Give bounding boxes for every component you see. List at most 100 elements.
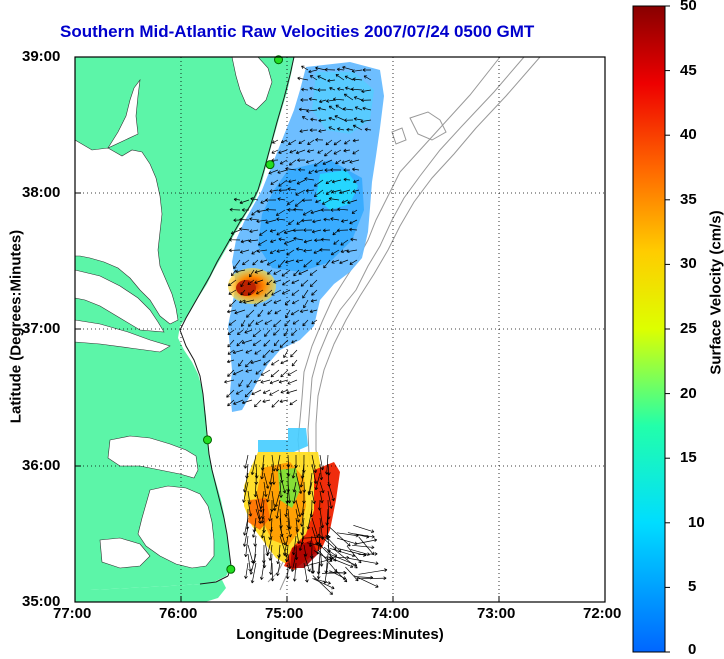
velocity-arrow — [263, 339, 271, 347]
velocity-arrow — [360, 119, 372, 124]
velocity-arrow — [290, 553, 297, 572]
velocity-arrow — [227, 399, 235, 407]
x-axis-label: Longitude (Degrees:Minutes) — [236, 626, 444, 643]
velocity-arrow — [291, 359, 298, 367]
velocity-arrow — [263, 359, 271, 366]
velocity-arrow — [293, 269, 300, 277]
velocity-arrow — [281, 269, 291, 277]
velocity-arrow — [280, 369, 289, 378]
velocity-arrow — [257, 209, 268, 214]
velocity-arrow — [244, 535, 249, 558]
velocity-arrow — [303, 248, 313, 253]
velocity-arrow — [334, 115, 345, 121]
velocity-arrow — [305, 188, 315, 193]
velocity-arrow — [270, 349, 280, 353]
velocity-arrow — [250, 197, 259, 201]
velocity-arrow — [299, 309, 309, 314]
velocity-arrow — [350, 549, 370, 556]
velocity-arrow — [292, 562, 297, 582]
velocity-arrow — [224, 379, 235, 384]
velocity-arrow — [269, 229, 277, 233]
grid-lines — [75, 57, 605, 602]
velocity-arrow — [349, 219, 358, 225]
y-tick-label: 37:00 — [22, 320, 61, 337]
velocity-arrow — [236, 329, 244, 336]
velocity-arrow — [303, 562, 309, 583]
velocity-arrow — [331, 179, 342, 184]
velocity-arrow — [292, 481, 297, 493]
velocity-arrow — [236, 339, 244, 347]
velocity-arrow — [262, 389, 271, 394]
velocity-arrow — [350, 237, 358, 242]
velocity-arrow — [344, 118, 354, 123]
velocity-arrow — [275, 499, 281, 519]
velocity-arrow — [240, 319, 246, 327]
velocity-arrow — [280, 139, 288, 144]
velocity-arrow — [233, 259, 241, 270]
velocity-arrow — [362, 106, 372, 111]
colorbar-ticks — [665, 5, 670, 653]
velocity-arrow — [304, 177, 315, 181]
radar-station-marker — [274, 55, 284, 65]
velocity-arrow — [256, 219, 268, 224]
velocity-arrow — [226, 389, 235, 398]
velocity-arrow — [328, 556, 354, 568]
velocity-arrow — [340, 249, 349, 254]
velocity-arrow — [296, 247, 304, 251]
velocity-arrow — [290, 349, 298, 358]
velocity-arrow — [303, 259, 313, 268]
velocity-arrow — [266, 481, 273, 503]
delaware-bay — [231, 56, 273, 111]
velocity-arrow — [313, 249, 322, 254]
velocity-arrow — [273, 279, 282, 284]
velocity-arrow — [311, 454, 318, 474]
velocity-arrow — [279, 159, 288, 165]
velocity-arrow — [352, 167, 360, 172]
velocity-arrow — [327, 78, 336, 83]
velocity-arrow — [301, 87, 309, 92]
velocity-arrow — [248, 319, 255, 327]
velocity-arrow — [254, 349, 262, 355]
velocity-arrow — [282, 535, 289, 556]
velocity-arrow — [266, 535, 273, 555]
velocity-arrow — [270, 369, 280, 378]
velocity-arrow — [265, 207, 277, 212]
velocity-arrow — [284, 299, 291, 306]
velocity-arrow — [263, 481, 268, 497]
velocity-arrow — [249, 553, 257, 575]
velocity-arrow — [328, 197, 340, 201]
velocity-arrow — [325, 99, 336, 103]
velocity-arrow — [308, 69, 318, 74]
velocity-arrow — [281, 289, 291, 295]
velocity-arrow — [234, 309, 246, 315]
velocity-arrow — [302, 289, 309, 299]
velocity-arrow — [273, 319, 282, 328]
velocity-arrow — [314, 238, 322, 243]
velocity-arrow — [320, 237, 331, 242]
velocity-arrow — [228, 319, 237, 326]
velocity-arrow — [287, 379, 298, 385]
velocity-arrow — [251, 249, 259, 255]
velocity-arrow — [262, 349, 271, 358]
velocity-arrow — [333, 149, 342, 155]
velocity-arrow — [318, 118, 327, 123]
velocity-arrow — [308, 97, 318, 101]
x-tick-label: 74:00 — [371, 605, 410, 622]
velocity-arrow — [325, 139, 333, 146]
velocity-arrow — [339, 259, 349, 265]
velocity-arrow — [322, 228, 331, 233]
velocity-arrow — [283, 229, 295, 234]
velocity-arrow — [244, 389, 253, 398]
velocity-arrow — [278, 188, 288, 193]
velocity-arrow — [280, 389, 289, 394]
x-tick-label: 75:00 — [265, 605, 304, 622]
radar-station-marker — [226, 564, 236, 574]
coastline — [179, 56, 295, 585]
velocity-arrow — [247, 289, 255, 296]
velocity-arrow — [333, 139, 342, 146]
velocity-arrow — [303, 239, 313, 244]
velocity-arrow — [255, 490, 263, 513]
velocity-arrow — [278, 179, 288, 187]
velocity-arrow — [323, 546, 338, 557]
